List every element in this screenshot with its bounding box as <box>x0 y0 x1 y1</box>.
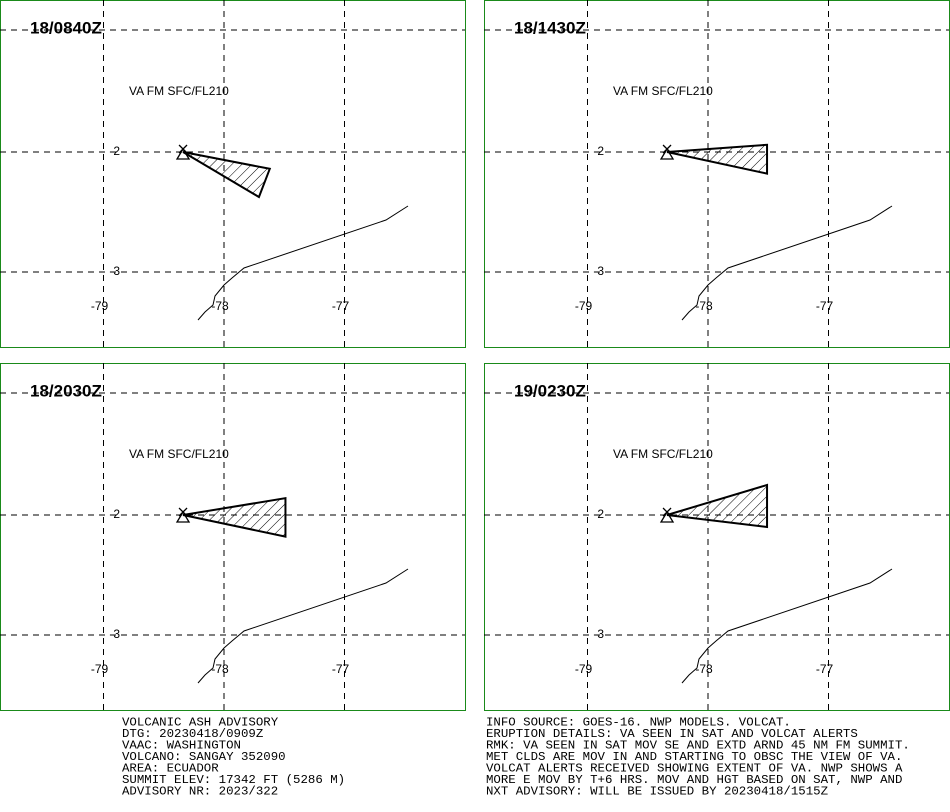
panel-frame <box>484 0 950 348</box>
info-line: INFO SOURCE: GOES-16. NWP MODELS. VOLCAT… <box>486 715 791 729</box>
info-line: VOLCANIC ASH ADVISORY <box>122 715 279 729</box>
ash-area <box>182 497 287 538</box>
lon-label: -78 <box>211 299 229 313</box>
lon-label: -77 <box>332 662 350 676</box>
info-line: ERUPTION DETAILS: VA SEEN IN SAT AND VOL… <box>486 727 858 741</box>
panel-frame <box>0 0 466 348</box>
valid-time: 19/0230Z <box>514 381 586 400</box>
ash-area <box>182 151 272 199</box>
coastline <box>197 568 409 684</box>
flight-level: VA FM SFC/FL210 <box>613 84 713 98</box>
lon-label: -79 <box>91 299 109 313</box>
lon-label: -79 <box>91 662 109 676</box>
coastline <box>681 568 893 684</box>
info-line: NXT ADVISORY: WILL BE ISSUED BY 20230418… <box>486 784 828 798</box>
info-line: MORE E MOV BY T+6 HRS. MOV AND HGT BASED… <box>486 773 902 787</box>
info-line: MET CLDS ARE MOV IN AND STARTING TO OBSC… <box>486 750 902 764</box>
lon-label: -79 <box>575 662 593 676</box>
info-line: DTG: 20230418/0909Z <box>122 727 263 741</box>
info-line: RMK: VA SEEN IN SAT MOV SE AND EXTD ARND… <box>486 738 910 752</box>
lat-label: -2 <box>109 144 120 158</box>
lat-label: -2 <box>109 507 120 521</box>
lat-label: -3 <box>593 264 604 278</box>
volcano-symbol <box>175 507 191 523</box>
lat-label: -2 <box>593 144 604 158</box>
ash-area <box>666 483 769 529</box>
info-line: VOLCANO: SANGAY 352090 <box>122 750 286 764</box>
lon-label: -77 <box>816 299 834 313</box>
lon-label: -78 <box>211 662 229 676</box>
ash-area <box>666 143 769 175</box>
lat-label: -3 <box>593 627 604 641</box>
valid-time: 18/2030Z <box>30 381 102 400</box>
info-line: VAAC: WASHINGTON <box>122 738 241 752</box>
volcano-symbol <box>659 144 675 160</box>
flight-level: VA FM SFC/FL210 <box>129 447 229 461</box>
panel-frame <box>484 363 950 711</box>
map-panel: -79 -78 -77 -2 -3 19/0230Z VA FM SFC/FL210 <box>484 363 950 711</box>
coastline <box>197 205 409 321</box>
map-panel: -79 -78 -77 -2 -3 18/2030Z VA FM SFC/FL210 <box>0 363 466 711</box>
lon-label: -77 <box>332 299 350 313</box>
info-line: AREA: ECUADOR <box>122 761 219 775</box>
map-panel: -79 -78 -77 -2 -3 18/0840Z VA FM SFC/FL210 <box>0 0 466 348</box>
flight-level: VA FM SFC/FL210 <box>613 447 713 461</box>
info-line: ADVISORY NR: 2023/322 <box>122 784 278 798</box>
info-line: SUMMIT ELEV: 17342 FT (5286 M) <box>122 773 345 787</box>
volcano-symbol <box>659 507 675 523</box>
lon-label: -78 <box>695 299 713 313</box>
map-panel: -79 -78 -77 -2 -3 18/1430Z VA FM SFC/FL210 <box>484 0 950 348</box>
valid-time: 18/0840Z <box>30 18 102 37</box>
info-line: VOLCAT ALERTS RECEIVED SHOWING EXTENT OF… <box>486 761 903 775</box>
lon-label: -77 <box>816 662 834 676</box>
panel-frame <box>0 363 466 711</box>
coastline <box>681 205 893 321</box>
lon-label: -78 <box>695 662 713 676</box>
lat-label: -2 <box>593 507 604 521</box>
flight-level: VA FM SFC/FL210 <box>129 84 229 98</box>
lat-label: -3 <box>109 627 120 641</box>
valid-time: 18/1430Z <box>514 18 586 37</box>
volcano-symbol <box>175 144 191 160</box>
lon-label: -79 <box>575 299 593 313</box>
lat-label: -3 <box>109 264 120 278</box>
